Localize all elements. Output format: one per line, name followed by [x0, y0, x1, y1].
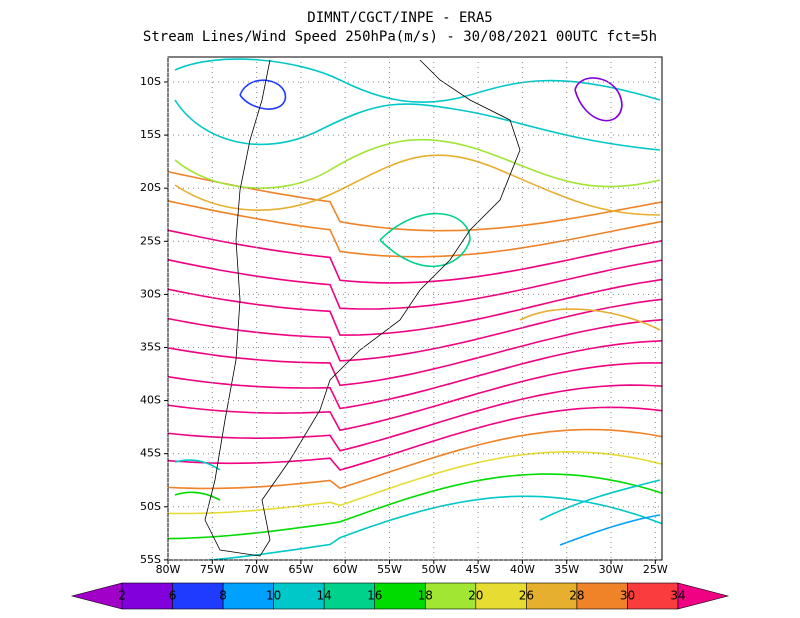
colorbar-label: 18 [418, 589, 433, 603]
lon-label: 45W [466, 563, 491, 576]
streamline [559, 514, 661, 546]
lon-label: 75W [200, 563, 225, 576]
colorbar-segment [424, 582, 477, 610]
colorbar-label: 26 [519, 589, 534, 603]
colorbar-arrow-low [70, 582, 123, 610]
streamline [519, 308, 661, 331]
lat-label: 30S [140, 287, 161, 300]
lon-label: 40W [510, 563, 535, 576]
coastline [204, 59, 521, 557]
colorbar-label: 30 [620, 589, 635, 603]
streamline [168, 278, 662, 336]
streamline [539, 479, 661, 521]
colorbar-label: 28 [569, 589, 584, 603]
lat-label: 50S [140, 500, 161, 513]
map-frame [167, 56, 663, 561]
streamline [239, 79, 287, 110]
streamline [168, 318, 662, 387]
colorbar-arrow-high [677, 582, 730, 610]
title-line-1: DIMNT/CGCT/INPE - ERA5 [307, 10, 492, 26]
lon-label: 70W [244, 563, 269, 576]
streamline [174, 491, 221, 501]
colorbar-label: 8 [219, 589, 227, 603]
lon-label: 50W [421, 563, 446, 576]
streamline [168, 428, 662, 490]
streamline [174, 138, 661, 189]
colorbar-segment [222, 582, 274, 610]
lat-label: 25S [140, 234, 161, 247]
streamline [168, 473, 662, 540]
colorbar-segment [121, 582, 173, 610]
colorbar-label: 20 [468, 589, 483, 603]
colorbar: 2 6 8 10 14 16 18 20 26 28 30 34 [70, 582, 730, 610]
lat-label: 40S [140, 394, 161, 407]
lat-label: 55S [140, 553, 161, 566]
streamline [168, 200, 662, 258]
map-area [168, 58, 662, 560]
streamline [168, 362, 662, 432]
lat-label: 15S [140, 128, 161, 141]
colorbar-label: 14 [317, 589, 332, 603]
colorbar-label: 16 [367, 589, 382, 603]
streamline [574, 77, 623, 122]
title-line-2: Stream Lines/Wind Speed 250hPa(m/s) - 30… [143, 29, 657, 45]
lon-label: 80W [156, 563, 181, 576]
lat-label: 20S [140, 181, 161, 194]
lat-label: 35S [140, 341, 161, 354]
lat-label: 10S [140, 75, 161, 88]
colorbar-segment [172, 582, 224, 610]
lon-label: 65W [288, 563, 313, 576]
colorbar-segment [526, 582, 578, 610]
streamline [168, 258, 662, 310]
streamline [174, 459, 221, 471]
streamline [168, 170, 662, 232]
colorbar-segment [627, 582, 679, 610]
streamline [168, 229, 662, 284]
lon-label: 30W [599, 563, 624, 576]
lat-label: 45S [140, 447, 161, 460]
lon-label: 35W [554, 563, 579, 576]
colorbar-segment [475, 582, 527, 610]
colorbar-segment [323, 582, 376, 610]
streamline [174, 58, 661, 104]
streamline [379, 212, 471, 268]
colorbar-label: 10 [266, 589, 281, 603]
colorbar-segment [374, 582, 426, 610]
streamline [168, 450, 662, 515]
colorbar-segment [273, 582, 325, 610]
lon-label: 25W [643, 563, 668, 576]
streamline [174, 154, 661, 216]
streamline [168, 406, 662, 471]
colorbar-label: 2 [118, 589, 126, 603]
streamline [168, 298, 662, 362]
colorbar-label: 6 [169, 589, 177, 603]
colorbar-label: 34 [670, 589, 685, 603]
lon-label: 55W [377, 563, 402, 576]
streamline [168, 384, 662, 452]
streamline [168, 340, 662, 410]
lon-label: 60W [333, 563, 358, 576]
colorbar-segment [576, 582, 628, 610]
streamline [174, 99, 661, 151]
